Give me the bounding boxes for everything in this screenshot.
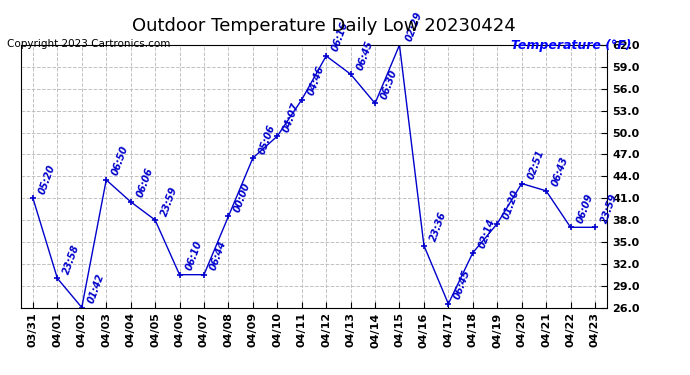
Text: 00:00: 00:00 bbox=[233, 181, 253, 214]
Text: 06:10: 06:10 bbox=[184, 240, 204, 272]
Text: 23:58: 23:58 bbox=[61, 243, 81, 276]
Text: 04:46: 04:46 bbox=[306, 64, 326, 97]
Text: 02:51: 02:51 bbox=[526, 148, 546, 181]
Text: 23:36: 23:36 bbox=[428, 210, 448, 243]
Text: Temperature (°F): Temperature (°F) bbox=[511, 39, 631, 53]
Text: 01:20: 01:20 bbox=[502, 188, 522, 221]
Text: 02:29: 02:29 bbox=[404, 10, 424, 42]
Text: 06:45: 06:45 bbox=[355, 39, 375, 71]
Text: 05:20: 05:20 bbox=[37, 163, 57, 195]
Text: 06:16: 06:16 bbox=[331, 21, 351, 53]
Text: 01:42: 01:42 bbox=[86, 272, 106, 305]
Text: 06:06: 06:06 bbox=[135, 166, 155, 199]
Text: 06:09: 06:09 bbox=[575, 192, 595, 225]
Text: 02:14: 02:14 bbox=[477, 217, 497, 250]
Text: 05:06: 05:06 bbox=[257, 123, 277, 155]
Text: 23:59: 23:59 bbox=[599, 192, 619, 225]
Text: 06:50: 06:50 bbox=[110, 145, 130, 177]
Text: Outdoor Temperature Daily Low 20230424: Outdoor Temperature Daily Low 20230424 bbox=[132, 17, 516, 35]
Text: 06:43: 06:43 bbox=[550, 156, 570, 188]
Text: 23:59: 23:59 bbox=[159, 185, 179, 217]
Text: Copyright 2023 Cartronics.com: Copyright 2023 Cartronics.com bbox=[7, 39, 170, 50]
Text: 06:44: 06:44 bbox=[208, 240, 228, 272]
Text: 06:30: 06:30 bbox=[380, 68, 400, 100]
Text: 04:07: 04:07 bbox=[282, 101, 302, 134]
Text: 06:45: 06:45 bbox=[453, 268, 473, 301]
